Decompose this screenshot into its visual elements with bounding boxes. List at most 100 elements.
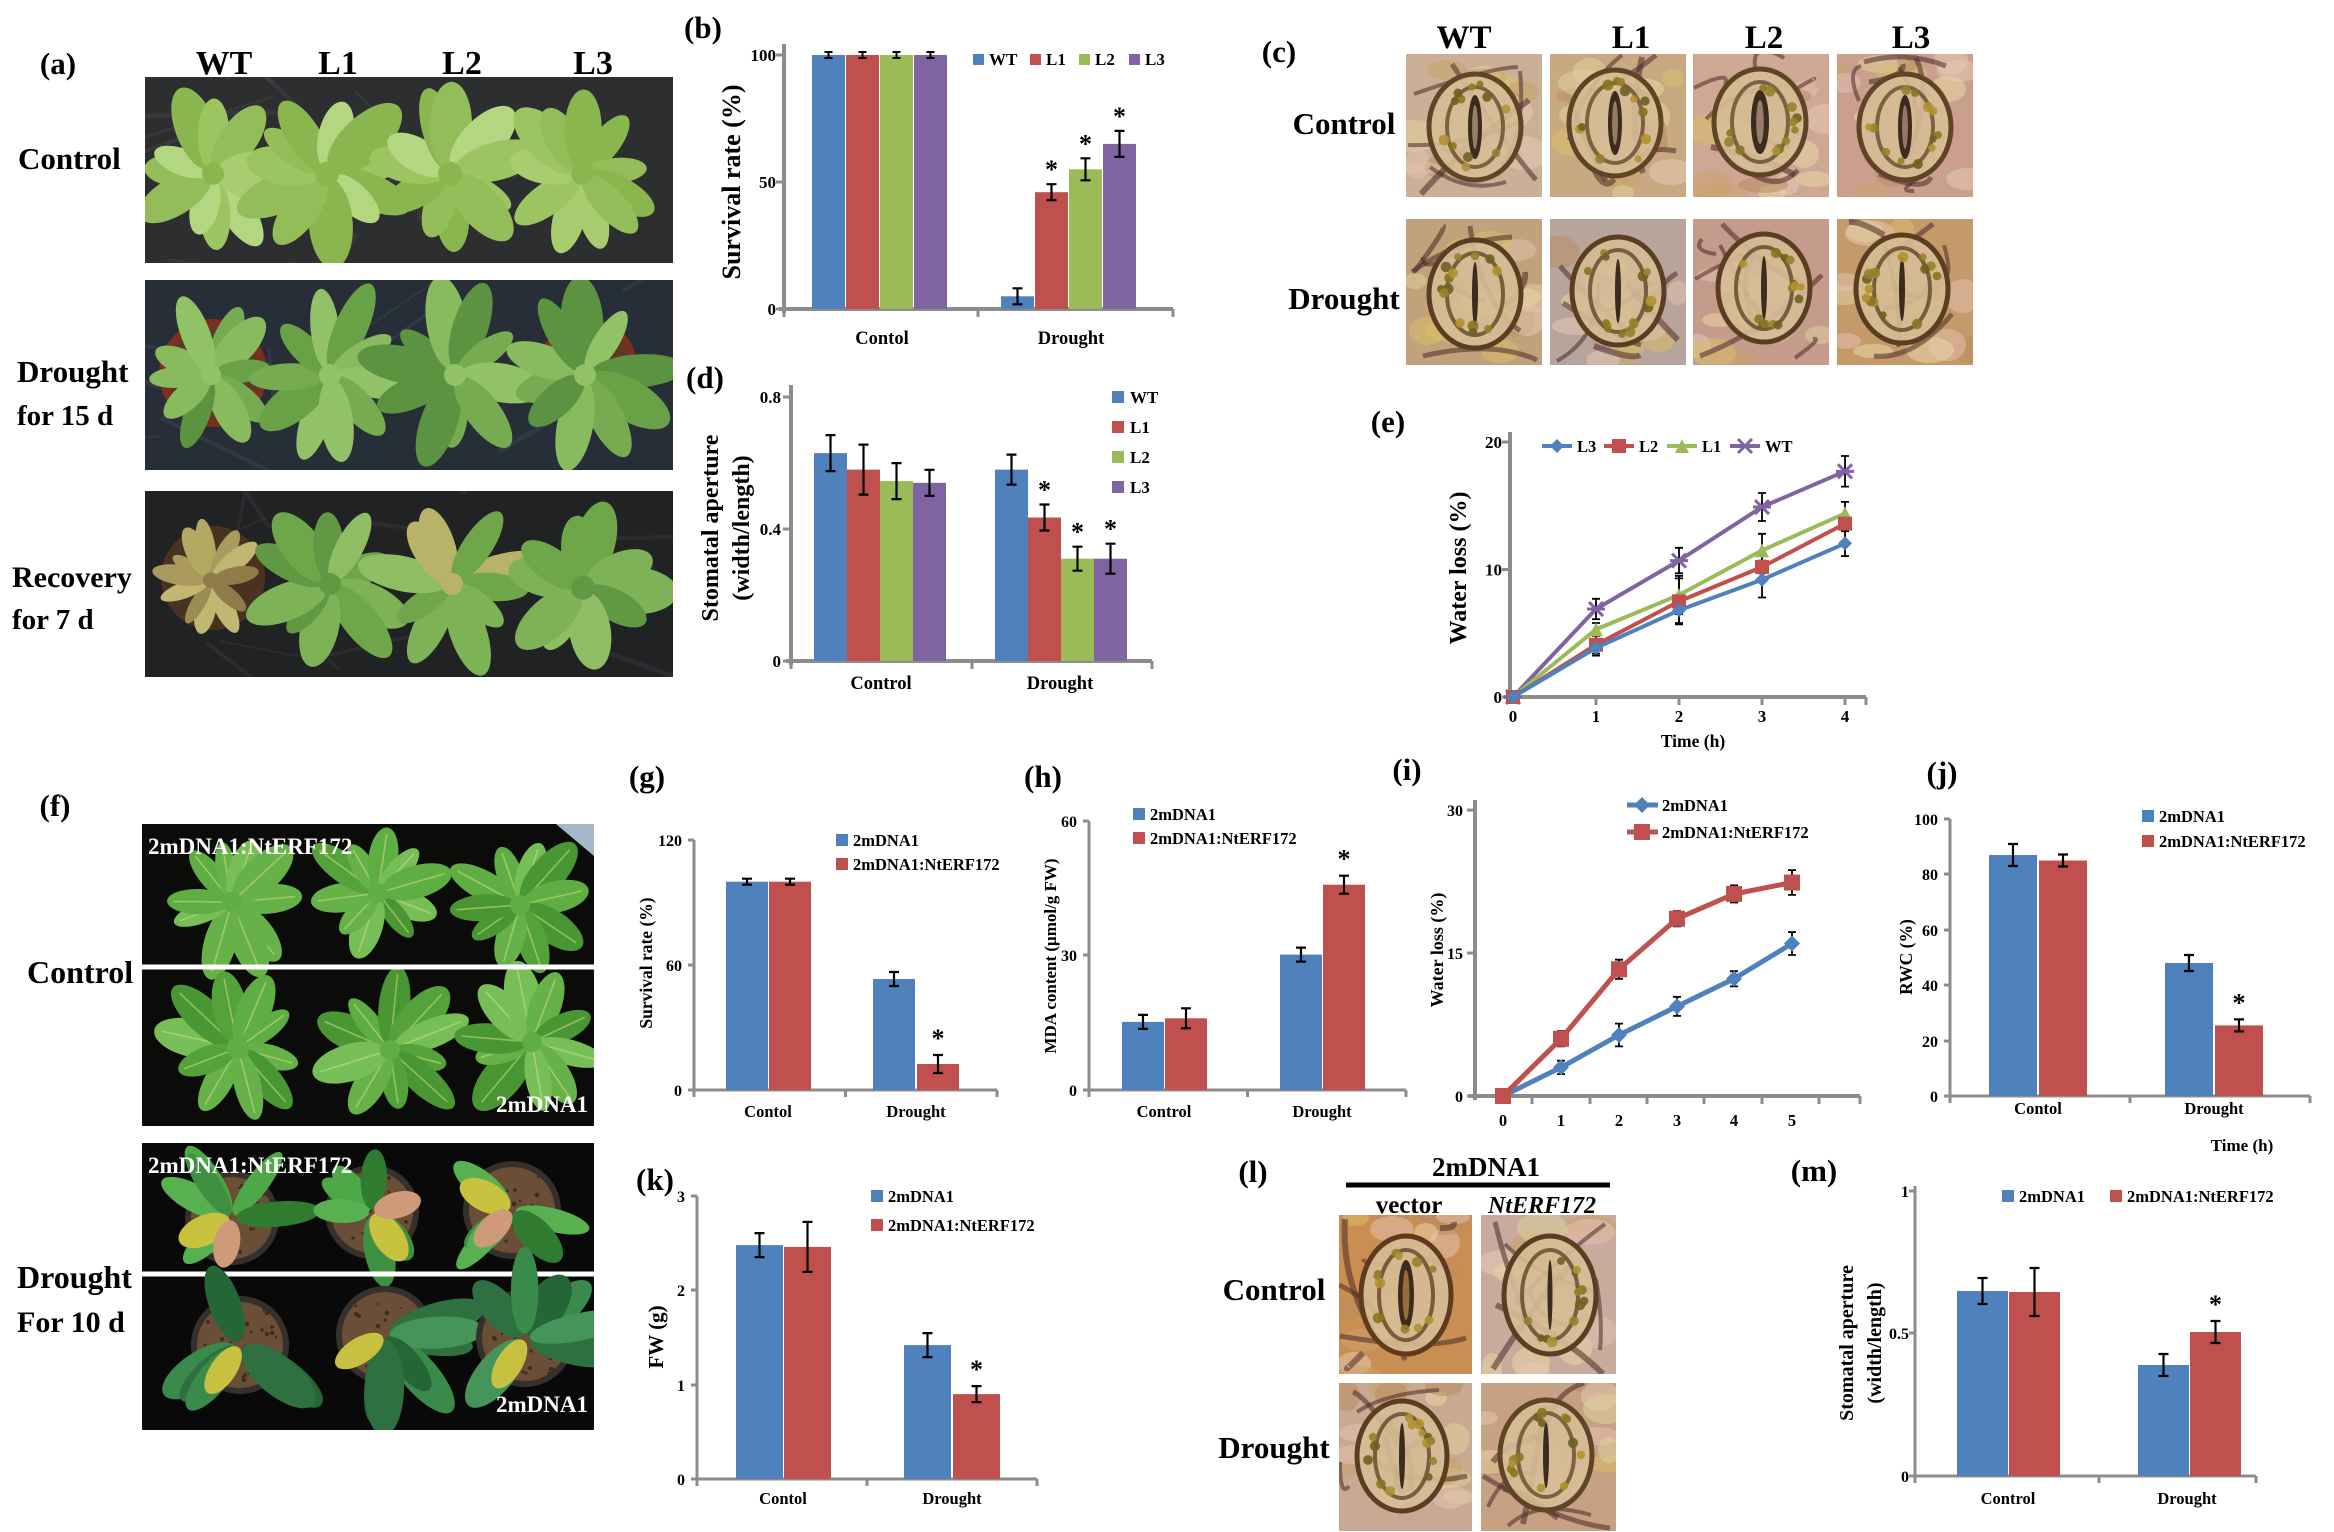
svg-text:0: 0 xyxy=(1499,1111,1507,1130)
svg-text:L3: L3 xyxy=(573,45,613,82)
svg-text:Drought: Drought xyxy=(886,1102,946,1121)
svg-text:L1: L1 xyxy=(1612,20,1651,56)
svg-text:L1: L1 xyxy=(1702,437,1721,456)
svg-text:10: 10 xyxy=(1485,561,1502,580)
svg-text:2mDNA1:NtERF172: 2mDNA1:NtERF172 xyxy=(2159,832,2306,851)
svg-text:Drought: Drought xyxy=(1027,674,1094,694)
svg-text:0: 0 xyxy=(1930,1089,1938,1106)
svg-text:L3: L3 xyxy=(1577,437,1596,456)
svg-text:2mDNA1: 2mDNA1 xyxy=(2019,1187,2085,1206)
svg-text:(m): (m) xyxy=(1791,1153,1837,1188)
svg-text:L2: L2 xyxy=(1639,437,1658,456)
svg-text:(g): (g) xyxy=(629,759,665,794)
svg-text:*: * xyxy=(970,1355,983,1384)
svg-text:1: 1 xyxy=(677,1378,685,1395)
svg-text:Drought: Drought xyxy=(1218,1430,1330,1465)
svg-text:(e): (e) xyxy=(1371,404,1405,439)
svg-text:3: 3 xyxy=(1758,707,1767,726)
svg-text:L2: L2 xyxy=(1095,50,1115,69)
svg-text:WT: WT xyxy=(1765,437,1793,456)
svg-text:Stomatal aperture: Stomatal aperture xyxy=(698,434,724,621)
svg-text:50: 50 xyxy=(759,173,776,192)
svg-text:0: 0 xyxy=(1901,1469,1909,1486)
svg-text:Contol: Contol xyxy=(759,1489,807,1508)
svg-text:WT: WT xyxy=(989,50,1018,69)
svg-text:*: * xyxy=(932,1024,945,1053)
svg-text:2mDNA1:NtERF172: 2mDNA1:NtERF172 xyxy=(148,834,352,859)
svg-text:20: 20 xyxy=(1485,433,1502,452)
svg-text:*: * xyxy=(1071,518,1084,547)
svg-text:100: 100 xyxy=(751,46,777,65)
svg-text:0: 0 xyxy=(1069,1083,1077,1100)
svg-text:FW (g): FW (g) xyxy=(644,1305,668,1368)
svg-text:Drought: Drought xyxy=(17,1259,132,1295)
svg-text:2mDNA1: 2mDNA1 xyxy=(2159,807,2225,826)
svg-text:0: 0 xyxy=(1455,1089,1463,1106)
svg-text:Drought: Drought xyxy=(2184,1099,2244,1118)
svg-text:Control: Control xyxy=(1293,106,1396,141)
svg-text:60: 60 xyxy=(666,958,682,975)
svg-text:for 15 d: for 15 d xyxy=(17,400,113,432)
svg-text:L2: L2 xyxy=(1130,448,1150,467)
svg-text:(h): (h) xyxy=(1024,759,1062,794)
svg-text:120: 120 xyxy=(658,833,682,850)
svg-text:Time (h): Time (h) xyxy=(2211,1136,2274,1155)
svg-text:WT: WT xyxy=(1436,20,1491,56)
svg-text:Drought: Drought xyxy=(2157,1489,2217,1508)
svg-text:vector: vector xyxy=(1376,1192,1443,1219)
svg-text:(d): (d) xyxy=(686,360,724,395)
svg-text:2mDNA1: 2mDNA1 xyxy=(853,831,919,850)
svg-text:20: 20 xyxy=(1922,1034,1938,1051)
svg-text:0.5: 0.5 xyxy=(1889,1326,1909,1343)
svg-text:Survival rate (%): Survival rate (%) xyxy=(717,85,746,280)
svg-text:L3: L3 xyxy=(1892,20,1931,56)
svg-text:Recovery: Recovery xyxy=(12,561,132,594)
svg-text:Control: Control xyxy=(1223,1272,1326,1307)
svg-text:L3: L3 xyxy=(1145,50,1165,69)
svg-text:2mDNA1: 2mDNA1 xyxy=(496,1092,588,1117)
svg-text:(i): (i) xyxy=(1392,752,1421,787)
svg-text:WT: WT xyxy=(1130,388,1159,407)
svg-text:1: 1 xyxy=(1901,1184,1909,1201)
svg-text:*: * xyxy=(1113,102,1126,131)
svg-text:Drought: Drought xyxy=(17,354,129,389)
svg-text:*: * xyxy=(1045,155,1058,184)
svg-text:0.8: 0.8 xyxy=(760,388,781,407)
svg-text:0: 0 xyxy=(677,1472,685,1489)
svg-text:0: 0 xyxy=(1509,707,1518,726)
svg-text:L1: L1 xyxy=(1130,418,1150,437)
svg-text:80: 80 xyxy=(1922,867,1938,884)
svg-text:3: 3 xyxy=(1673,1111,1681,1130)
svg-text:(c): (c) xyxy=(1262,34,1296,69)
svg-text:2mDNA1:NtERF172: 2mDNA1:NtERF172 xyxy=(1662,823,1809,842)
svg-text:(l): (l) xyxy=(1238,1154,1267,1189)
svg-text:0.4: 0.4 xyxy=(760,520,782,539)
svg-text:Contol: Contol xyxy=(855,329,908,349)
svg-text:Control: Control xyxy=(1137,1102,1192,1121)
svg-text:*: * xyxy=(1338,845,1351,874)
svg-text:Contol: Contol xyxy=(2014,1099,2062,1118)
svg-text:30: 30 xyxy=(1061,948,1077,965)
svg-text:(k): (k) xyxy=(636,1162,674,1197)
svg-text:1: 1 xyxy=(1592,707,1601,726)
svg-text:3: 3 xyxy=(677,1189,685,1206)
svg-text:2: 2 xyxy=(1615,1111,1623,1130)
svg-text:Survival rate (%): Survival rate (%) xyxy=(636,897,656,1028)
svg-text:Time (h): Time (h) xyxy=(1661,731,1725,751)
svg-text:For 10 d: For 10 d xyxy=(17,1306,125,1339)
svg-text:(j): (j) xyxy=(1927,755,1958,790)
svg-text:Control: Control xyxy=(1981,1489,2036,1508)
svg-text:*: * xyxy=(1079,129,1092,158)
svg-text:2mDNA1:NtERF172: 2mDNA1:NtERF172 xyxy=(148,1153,352,1178)
svg-text:(width/length): (width/length) xyxy=(729,455,755,600)
svg-text:Drought: Drought xyxy=(1292,1102,1352,1121)
svg-text:2mDNA1:NtERF172: 2mDNA1:NtERF172 xyxy=(888,1216,1035,1235)
svg-text:*: * xyxy=(2233,988,2246,1017)
svg-text:(width/length): (width/length) xyxy=(1864,1282,1886,1403)
svg-text:15: 15 xyxy=(1447,946,1463,963)
svg-text:L2: L2 xyxy=(1745,20,1784,56)
svg-text:L1: L1 xyxy=(318,45,358,82)
svg-text:RWC (%): RWC (%) xyxy=(1896,919,1916,995)
svg-text:30: 30 xyxy=(1447,803,1463,820)
svg-text:(a): (a) xyxy=(40,46,76,81)
